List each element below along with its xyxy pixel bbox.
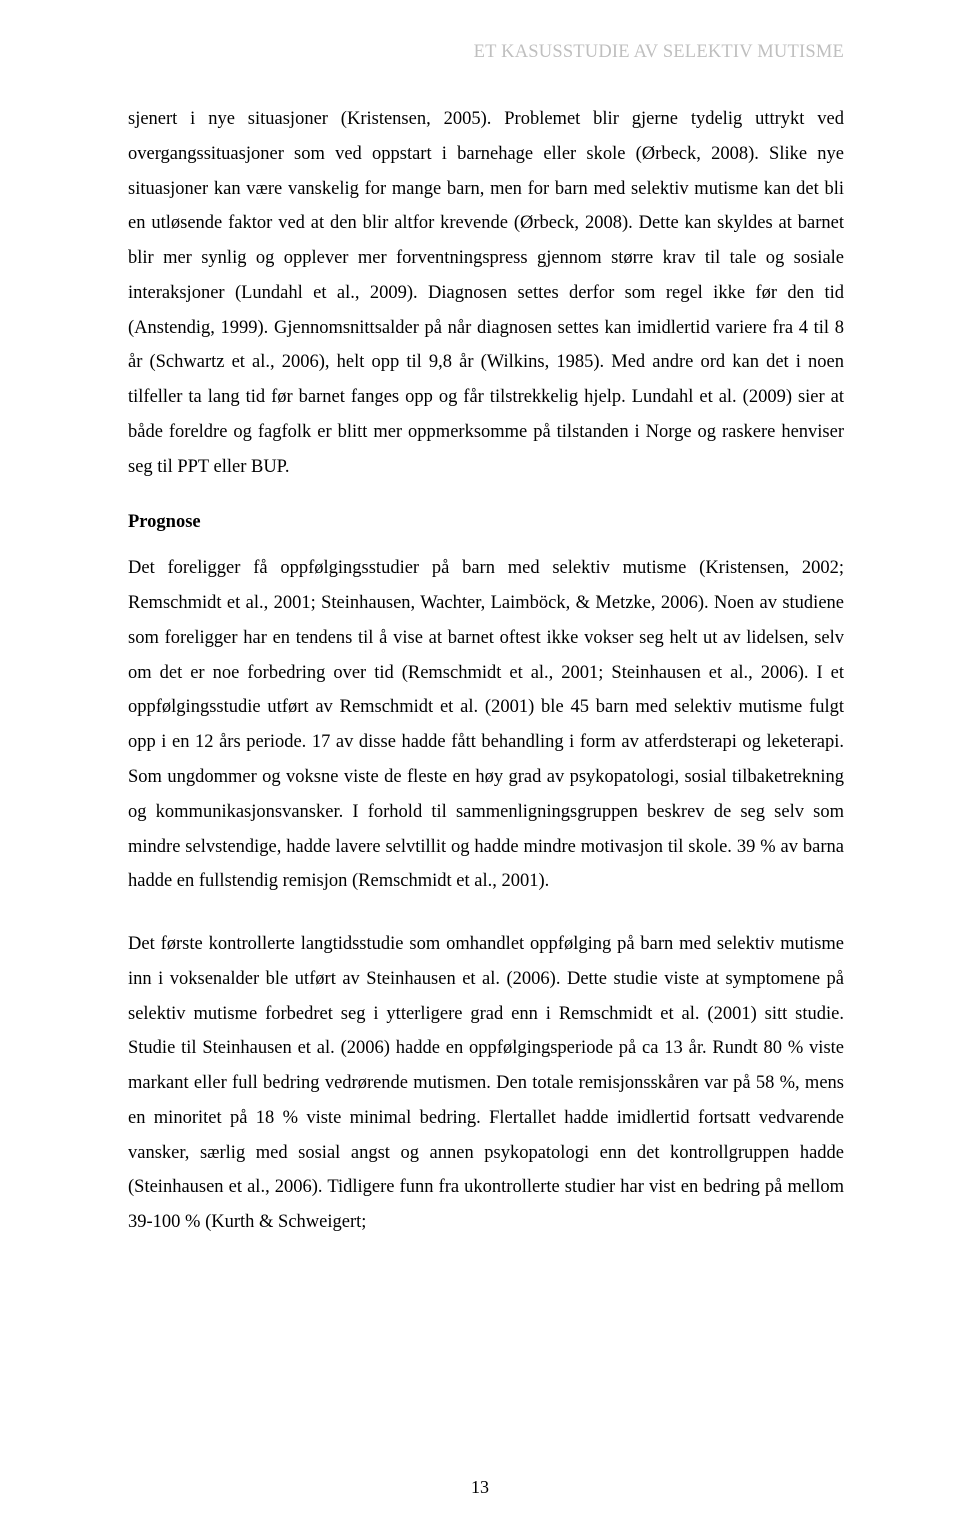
paragraph-3: Det første kontrollerte langtidsstudie s… [128,927,844,1240]
paragraph-2: Det foreligger få oppfølgingsstudier på … [128,551,844,899]
page-content: sjenert i nye situasjoner (Kristensen, 2… [128,102,844,1240]
running-header: ET KASUSSTUDIE AV SELEKTIV MUTISME [474,42,844,63]
paragraph-1: sjenert i nye situasjoner (Kristensen, 2… [128,102,844,484]
page-number: 13 [0,1477,960,1498]
section-heading-prognose: Prognose [128,512,844,533]
